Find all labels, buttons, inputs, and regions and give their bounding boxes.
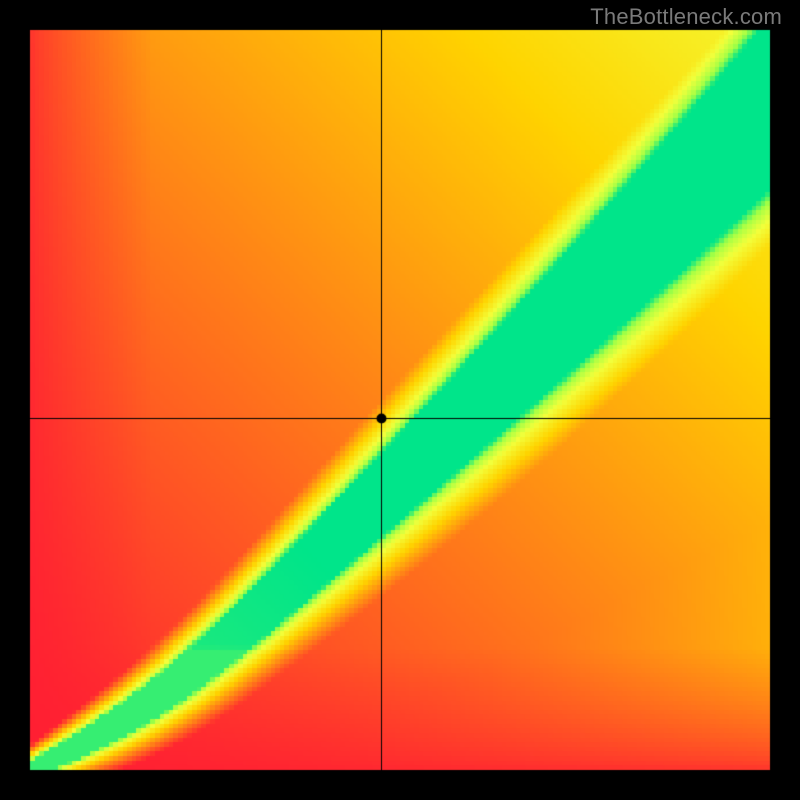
watermark-text: TheBottleneck.com bbox=[590, 4, 782, 30]
bottleneck-heatmap-canvas bbox=[0, 0, 800, 800]
